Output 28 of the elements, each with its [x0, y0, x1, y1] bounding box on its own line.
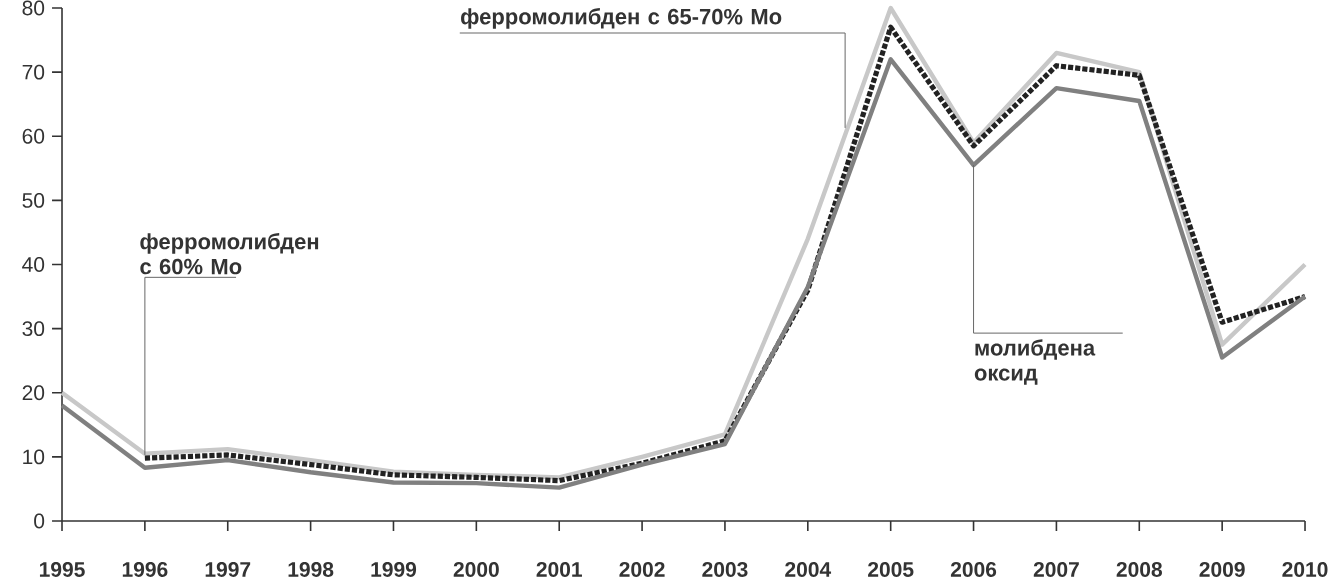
y-tick-label: 10	[23, 449, 45, 465]
x-tick-label: 2010	[1282, 562, 1328, 577]
x-tick-label: 2009	[1199, 562, 1245, 577]
y-tick-label: 30	[22, 321, 45, 337]
y-tick-label: 40	[22, 257, 45, 272]
annotation: ферромолибден с 60% Mo	[140, 233, 319, 275]
x-tick-label: 2007	[1033, 562, 1079, 577]
annotation: молибдена оксид	[974, 339, 1096, 385]
x-tick-label: 1998	[288, 562, 334, 577]
y-tick-label: 70	[22, 64, 45, 80]
x-tick-label: 2008	[1116, 562, 1162, 577]
x-tick-label: 1995	[39, 562, 85, 577]
x-tick-label: 2001	[536, 562, 582, 577]
x-tick-label: 1997	[205, 562, 251, 577]
y-tick-label: 50	[22, 192, 45, 208]
x-tick-label: 2005	[868, 562, 914, 577]
y-tick-label: 80	[22, 0, 45, 16]
y-tick-label: 0	[34, 513, 45, 529]
y-tick-label: 60	[22, 128, 45, 144]
x-tick-label: 2000	[453, 562, 499, 577]
x-tick-label: 1996	[122, 562, 168, 577]
annotation: ферромолибден с 65-70% Mo	[461, 8, 782, 29]
x-tick-label: 1999	[371, 562, 417, 577]
y-tick-label: 20	[22, 385, 45, 401]
x-tick-label: 2006	[950, 562, 997, 577]
x-tick-label: 2004	[785, 562, 832, 577]
x-tick-label: 2003	[702, 562, 748, 577]
x-tick-label: 2002	[619, 562, 665, 577]
